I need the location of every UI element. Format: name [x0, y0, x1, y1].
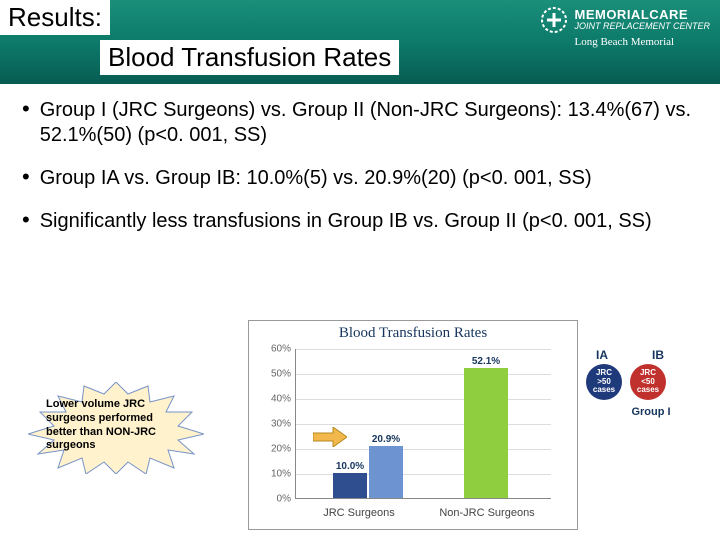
- legend-ib-label: IB: [652, 348, 664, 362]
- y-axis-tick: 40%: [271, 394, 291, 405]
- y-axis-tick: 0%: [277, 494, 291, 505]
- memorialcare-logo-icon: [540, 6, 568, 34]
- y-axis-tick: 50%: [271, 369, 291, 380]
- bullet-text: Significantly less transfusions in Group…: [40, 209, 652, 234]
- y-axis-tick: 20%: [271, 444, 291, 455]
- callout-text: Lower volume JRC surgeons performed bett…: [46, 398, 186, 453]
- transfusion-chart: Blood Transfusion Rates 0% 10% 20% 30% 40% 50…: [248, 320, 578, 530]
- bar-value-label: 10.0%: [336, 461, 364, 472]
- chart-title: Blood Transfusion Rates: [249, 321, 577, 342]
- y-axis-tick: 30%: [271, 419, 291, 430]
- chart-plot-area: 0%10%20%30%40%50%60%10.0%20.9%52.1%: [295, 349, 551, 499]
- legend-panel: IA IB JRC >50 cases JRC <50 cases Group …: [586, 348, 716, 418]
- y-axis-tick: 10%: [271, 469, 291, 480]
- logo-brand: MEMORIALCARE: [574, 8, 710, 22]
- logo-subbrand: JOINT REPLACEMENT CENTER: [574, 22, 710, 31]
- legend-ia-label: IA: [596, 348, 608, 362]
- bar-value-label: 20.9%: [372, 434, 400, 445]
- chart-bar: [333, 473, 367, 498]
- chart-bar: [464, 368, 508, 498]
- bullet-list: •Group I (JRC Surgeons) vs. Group II (No…: [0, 84, 720, 234]
- bullet-text: Group I (JRC Surgeons) vs. Group II (Non…: [40, 98, 698, 148]
- slide-title: Blood Transfusion Rates: [100, 40, 399, 75]
- legend-ia-circle: JRC >50 cases: [586, 364, 622, 400]
- bar-value-label: 52.1%: [472, 356, 500, 367]
- slide-header: Results: Blood Transfusion Rates MEMORIA…: [0, 0, 720, 84]
- legend-ib-circle: JRC <50 cases: [630, 364, 666, 400]
- results-label: Results:: [0, 0, 110, 35]
- x-axis-label: Non-JRC Surgeons: [423, 507, 551, 519]
- bullet-item: •Group I (JRC Surgeons) vs. Group II (No…: [22, 98, 698, 148]
- bullet-item: •Significantly less transfusions in Grou…: [22, 209, 698, 234]
- legend-caption: Group I: [586, 406, 716, 418]
- chart-bar: [369, 446, 403, 498]
- y-axis-tick: 60%: [271, 344, 291, 355]
- bullet-item: •Group IA vs. Group IB: 10.0%(5) vs. 20.…: [22, 166, 698, 191]
- logo-location: Long Beach Memorial: [574, 36, 710, 48]
- x-axis-label: JRC Surgeons: [295, 507, 423, 519]
- logo-block: MEMORIALCARE JOINT REPLACEMENT CENTER Lo…: [540, 6, 710, 48]
- highlight-arrow-icon: [313, 427, 347, 447]
- callout-starburst: Lower volume JRC surgeons performed bett…: [28, 382, 204, 474]
- bullet-text: Group IA vs. Group IB: 10.0%(5) vs. 20.9…: [40, 166, 592, 191]
